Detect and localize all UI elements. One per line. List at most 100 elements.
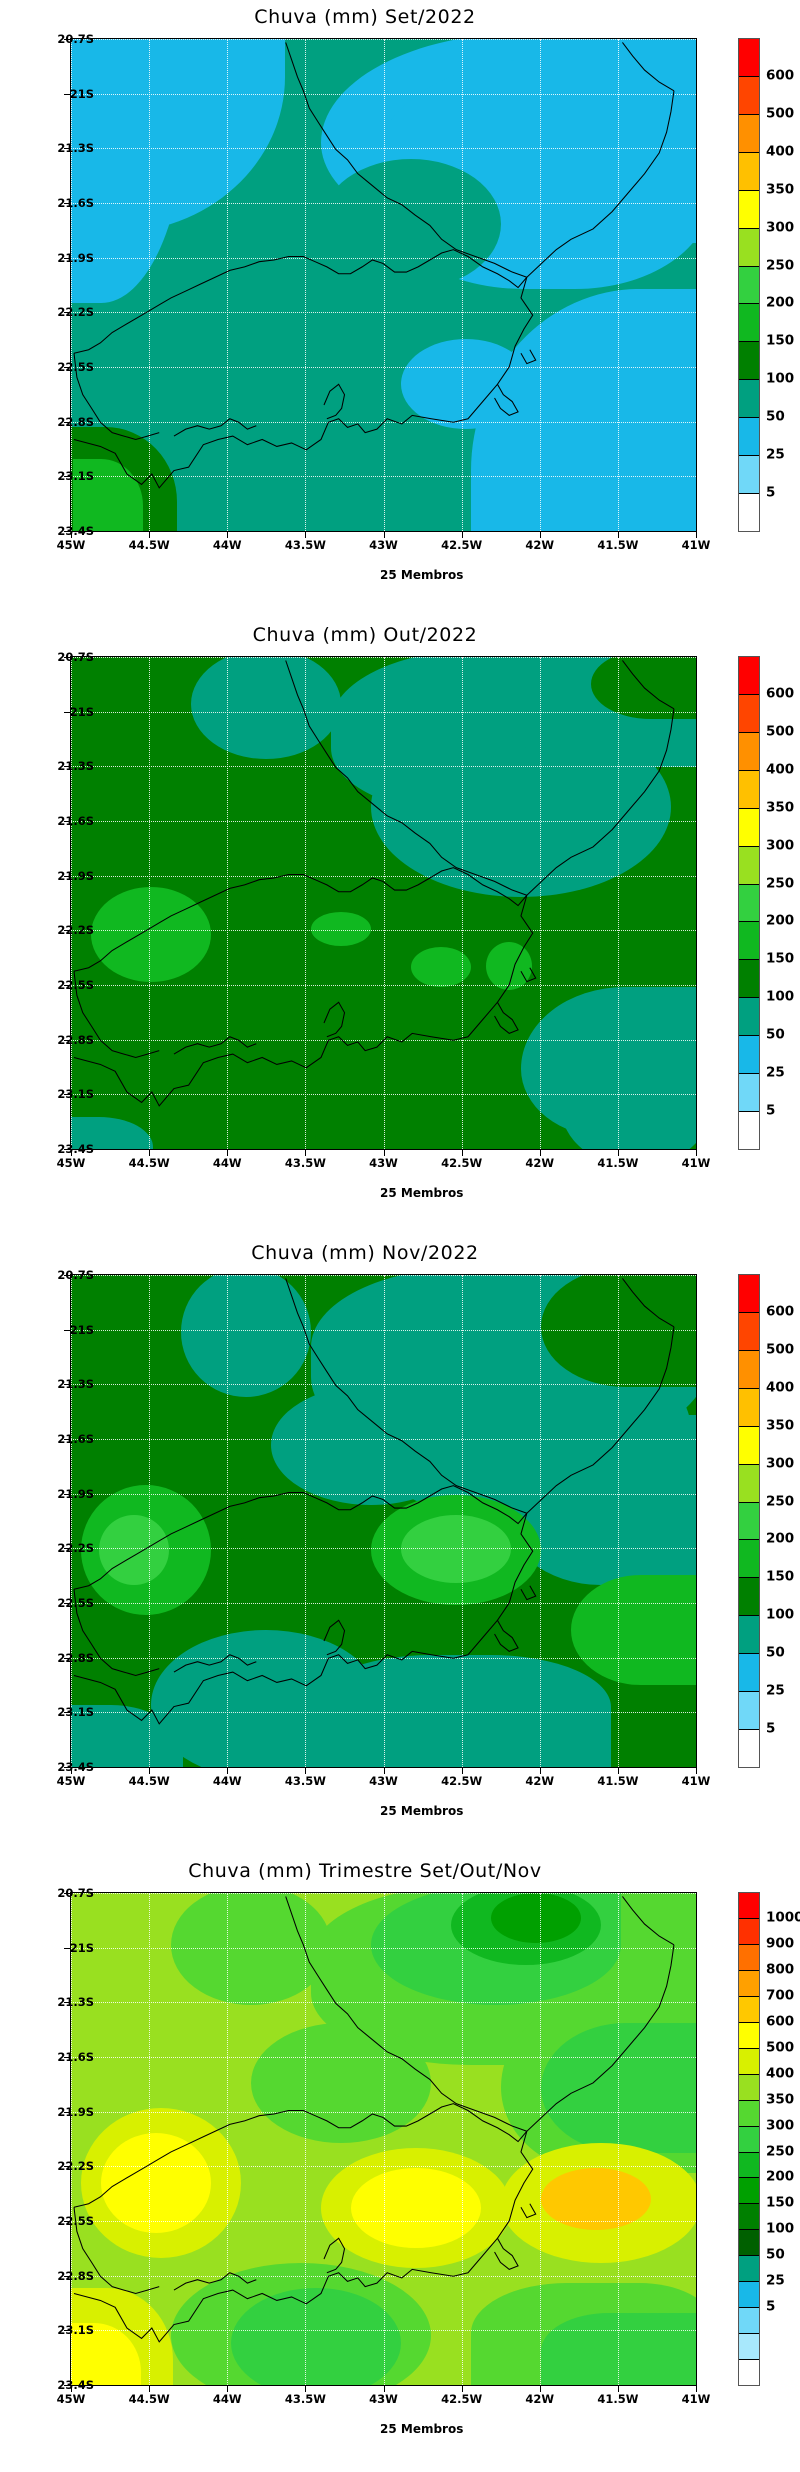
map-boundary-line xyxy=(494,1620,519,1652)
y-axis-tick-mark xyxy=(64,2385,70,2386)
y-axis-tick-mark xyxy=(64,257,70,259)
colorbar-tick-label: 200 xyxy=(766,295,795,312)
colorbar[interactable]: 1000 900 800 700 600 500 400 350 300 250 200 150 100… xyxy=(738,1892,800,2386)
colorbar-tick-label: 400 xyxy=(766,761,795,778)
contour-region xyxy=(541,2168,651,2230)
y-axis-tick-mark xyxy=(64,930,70,932)
colorbar-swatch: 25 xyxy=(739,2256,785,2289)
colorbar-tick-label: 200 xyxy=(766,2169,795,2186)
y-axis-tick-label: 22.8S xyxy=(57,414,94,429)
colorbar-tick-label: 400 xyxy=(766,143,795,160)
x-axis-tick-label: 45W xyxy=(56,2392,86,2406)
map-boundary-line xyxy=(73,1944,675,2343)
x-axis-tick-mark xyxy=(539,1150,541,1156)
colorbar-tick-label: 300 xyxy=(766,219,795,236)
x-axis-tick-label: 43.5W xyxy=(284,1156,326,1170)
colorbar-swatch: 500 xyxy=(739,1312,794,1358)
contour-region xyxy=(181,1275,311,1397)
colorbar-swatch: 50 xyxy=(739,1616,785,1661)
colorbar-swatch: 350 xyxy=(739,152,794,197)
colorbar-tick-label: 100 xyxy=(766,370,795,387)
colorbar-swatch: 300 xyxy=(739,2100,794,2133)
y-axis-tick-label: 21.9S xyxy=(57,2104,94,2119)
x-axis-tick-mark xyxy=(696,2386,697,2392)
colorbar-swatch: 150 xyxy=(739,922,794,967)
map-boundary-line xyxy=(73,867,528,972)
y-axis-tick-label: 21.3S xyxy=(57,1995,94,2010)
y-axis-tick-mark xyxy=(64,1275,70,1276)
colorbar-tick-label: 300 xyxy=(766,1455,795,1472)
colorbar-tick-label: 900 xyxy=(766,1935,795,1952)
colorbar-tick-label: 300 xyxy=(766,2117,795,2134)
y-axis-tick-label: 23.4S xyxy=(57,2378,94,2392)
coastline-overlay xyxy=(73,1896,675,2343)
x-axis-tick-label: 42W xyxy=(525,538,555,552)
y-axis-tick-label: 21S xyxy=(69,704,94,719)
map-raster-field xyxy=(71,1275,696,1767)
y-axis-tick-label: 21S xyxy=(69,1322,94,1337)
x-axis-tick-mark xyxy=(71,532,72,538)
colorbar-tick-label: 25 xyxy=(766,446,785,463)
contour-region xyxy=(591,657,696,719)
colorbar-tick-label: 350 xyxy=(766,2091,795,2108)
contour-region xyxy=(99,1515,169,1585)
x-axis-tick-mark xyxy=(383,1768,385,1774)
map-boundary-line xyxy=(173,418,257,437)
x-axis-tick-mark xyxy=(71,1768,72,1774)
colorbar-swatch: 400 xyxy=(739,1350,794,1395)
colorbar-tick-label: 350 xyxy=(766,1417,795,1434)
y-axis-tick-label: 21.6S xyxy=(57,814,94,828)
colorbar[interactable]: 600 500 400 350 300 250 200 150 100 50 25 5 xyxy=(738,38,794,532)
colorbar-swatch: 800 xyxy=(739,1944,794,1978)
map-boundary-line xyxy=(73,708,675,1107)
y-axis-tick-mark xyxy=(64,821,70,822)
colorbar-swatch: 150 xyxy=(739,1540,794,1585)
map-plot-area[interactable] xyxy=(70,1892,697,2386)
y-axis-tick-label: 23.4S xyxy=(57,524,94,538)
y-axis-tick-label: 21.3S xyxy=(57,759,94,774)
colorbar-tick-label: 250 xyxy=(766,875,795,892)
x-axis-tick-mark xyxy=(539,2386,541,2392)
x-axis-tick-label: 41.5W xyxy=(597,1156,639,1170)
map-boundary-line xyxy=(285,660,528,896)
x-axis-tick-mark xyxy=(305,2386,307,2392)
map-plot-area[interactable] xyxy=(70,1274,697,1768)
map-plot-area[interactable] xyxy=(70,38,697,532)
y-axis-tick-mark xyxy=(64,1657,70,1659)
contour-region xyxy=(251,2023,431,2143)
colorbar[interactable]: 600 500 400 350 300 250 200 150 100 50 25 5 xyxy=(738,656,794,1150)
x-axis-tick-mark xyxy=(71,2386,72,2392)
colorbar-tick-label: 400 xyxy=(766,2065,795,2082)
y-axis-tick-mark xyxy=(64,1548,70,1550)
colorbar-swatch: 250 xyxy=(739,846,794,891)
map-boundary-line xyxy=(323,2237,346,2274)
map-boundary-line xyxy=(323,383,346,420)
colorbar-swatch: 150 xyxy=(739,2178,794,2211)
x-axis-tick-label: 41.5W xyxy=(597,2392,639,2406)
y-axis-tick-label: 21.9S xyxy=(57,250,94,265)
contour-region xyxy=(571,1575,696,1685)
y-axis-tick-mark xyxy=(64,203,70,204)
map-boundary-line xyxy=(494,1002,519,1034)
x-axis-tick-mark xyxy=(149,532,151,538)
y-axis-tick-mark xyxy=(64,476,70,478)
map-boundary-line xyxy=(173,1654,257,1673)
y-axis-tick-mark xyxy=(64,1039,70,1041)
colorbar-tick-label: 150 xyxy=(766,333,795,350)
map-boundary-line xyxy=(73,1326,675,1725)
y-axis-tick-label: 23.1S xyxy=(57,1087,94,1102)
y-axis-tick-label: 22.2S xyxy=(57,1541,94,1556)
y-axis-tick-label: 20.7S xyxy=(57,1268,94,1282)
colorbar-swatch: 400 xyxy=(739,732,794,777)
y-axis-tick-mark xyxy=(64,421,70,423)
colorbar-swatch: 600 xyxy=(739,657,794,702)
colorbar[interactable]: 600 500 400 350 300 250 200 150 100 50 25 5 xyxy=(738,1274,794,1768)
y-axis-tick-mark xyxy=(64,367,70,368)
colorbar-tick-label: 600 xyxy=(766,685,795,702)
map-plot-area[interactable] xyxy=(70,656,697,1150)
colorbar-swatch: 400 xyxy=(739,114,794,159)
y-axis-tick-mark xyxy=(64,2166,70,2168)
y-axis-tick-label: 20.7S xyxy=(57,1886,94,1900)
y-axis-tick-mark xyxy=(64,312,70,314)
x-axis-tick-label: 42.5W xyxy=(441,1156,483,1170)
